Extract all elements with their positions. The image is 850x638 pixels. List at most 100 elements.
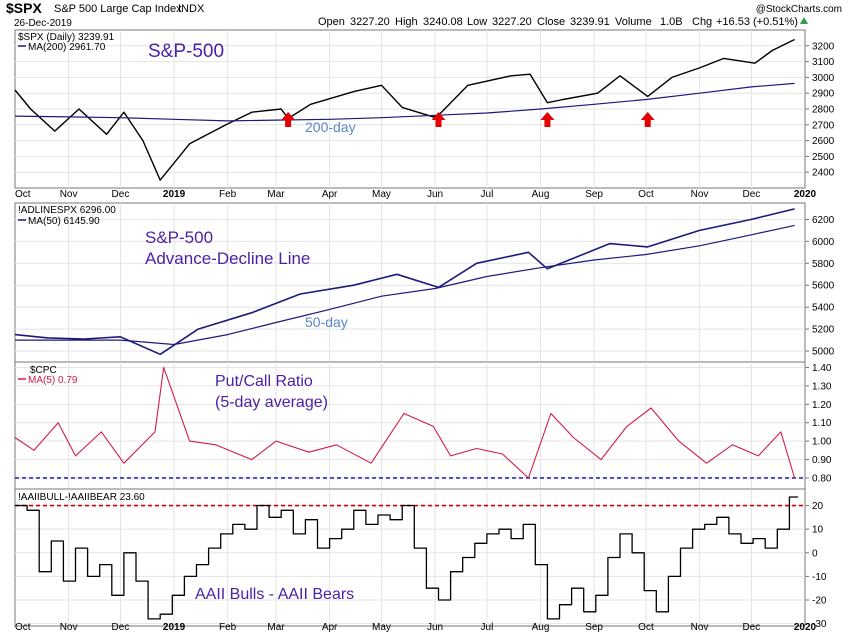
support-arrow-icon [540,112,555,127]
index-name-label: S&P 500 Large Cap Index [54,3,182,15]
y-tick-label: -10 [812,572,827,583]
x-tick-label: Nov [60,189,78,200]
series-line-adline-adline [14,208,795,356]
series-line-putcall-pc [14,366,796,479]
low-label: Low [467,16,487,28]
x-tick-label: Oct [15,622,31,633]
aaii-legend-line: !AAIIBULL-!AAIIBEAR 23.60 [18,492,145,503]
y-tick-label: 5200 [812,325,835,336]
x-tick-label: Sep [585,189,603,200]
series-line-adline-ma [15,224,795,346]
x-tick-label: May [372,189,391,200]
low-value: 3227.20 [492,16,532,28]
series-line-price-price [14,38,795,181]
aaii-legend: !AAIIBULL-!AAIIBEAR 23.60 [18,492,145,503]
support-arrow-icon [431,112,446,127]
price-legend: $SPX (Daily) 3239.91 MA(200) 2961.70 [18,32,115,53]
x-tick-label: Nov [60,622,78,633]
panel-frame-aaii [14,488,806,627]
chart-header: $SPX S&P 500 Large Cap Index INDX 26-Dec… [6,0,842,29]
open-label: Open [318,16,345,28]
x-tick-label: Nov [691,189,709,200]
series-line-price-ma [14,82,795,122]
x-tick-label: Jun [427,189,443,200]
x-tick-label: Aug [532,189,550,200]
x-tick-label: Oct [638,189,654,200]
x-tick-label: 2019 [163,189,186,200]
adline-annotation-subtitle: Advance-Decline Line [145,249,310,268]
putcall-legend-cpc: $CPC [30,365,57,376]
y-tick-label: 3000 [812,73,835,84]
close-value: 3239.91 [570,16,610,28]
y-tick-label: 0 [812,548,818,559]
y-tick-label: 6200 [812,215,835,226]
x-tick-label: Jul [481,622,494,633]
y-tick-label: 1.40 [812,363,832,374]
aaii-annotation: AAII Bulls - AAII Bears [195,586,354,603]
sp500-annotation: S&P-500 [148,41,224,62]
close-label: Close [537,16,565,28]
y-tick-label: 5400 [812,303,835,314]
open-value: 3227.20 [350,16,390,28]
y-tick-label: 2800 [812,105,835,116]
y-tick-label: 1.10 [812,418,832,429]
putcall-annotation-subtitle: (5-day average) [215,394,328,411]
x-tick-label: Oct [638,622,654,633]
series-line-aaii-aaii [15,496,799,620]
y-tick-label: 1.30 [812,381,832,392]
x-tick-label: Mar [267,622,285,633]
y-tick-label: -20 [812,596,827,607]
y-tick-label: 2600 [812,136,835,147]
y-tick-label: 20 [812,501,824,512]
y-tick-label: 2500 [812,152,835,163]
price-legend-ma: MA(200) 2961.70 [28,42,106,53]
y-tick-label: 3200 [812,41,835,52]
y-tick-label: 5000 [812,347,835,358]
change-label: Chg [692,16,712,28]
x-tick-label: Dec [112,622,130,633]
x-tick-label: Dec [743,189,761,200]
y-tick-label: 2700 [812,120,835,131]
y-tick-label: 1.00 [812,437,832,448]
x-tick-label: 2020 [794,189,817,200]
y-tick-label: 5800 [812,259,835,270]
x-tick-label: May [372,622,391,633]
adline-legend-ma: MA(50) 6145.90 [28,216,100,227]
x-tick-label: Nov [691,622,709,633]
x-tick-label: Aug [532,622,550,633]
x-tick-label: Jul [481,189,494,200]
y-tick-label: 0.90 [812,455,832,466]
y-tick-label: 2400 [812,168,835,179]
ma50-annotation: 50-day [305,314,348,330]
y-tick-label: -30 [812,619,827,630]
x-tick-label: Feb [219,189,237,200]
high-value: 3240.08 [423,16,463,28]
x-tick-label: 2019 [163,622,186,633]
up-triangle-icon [800,17,808,24]
symbol-label: $SPX [6,0,42,16]
y-tick-label: 10 [812,525,824,536]
x-tick-label: 2020 [794,622,817,633]
x-tick-label: Jun [427,622,443,633]
brand-label: @StockCharts.com [756,4,842,15]
chart-date-label: 26-Dec-2019 [14,18,72,29]
volume-label: Volume [615,16,652,28]
y-tick-label: 1.20 [812,400,832,411]
y-tick-label: 0.80 [812,473,832,484]
x-tick-label: Mar [267,189,285,200]
adline-legend: !ADLINESPX 6296.00 MA(50) 6145.90 [18,205,116,227]
x-tick-label: Dec [112,189,130,200]
putcall-legend: $CPC MA(5) 0.79 [18,365,78,386]
x-tick-label: Dec [743,622,761,633]
putcall-legend-ma: MA(5) 0.79 [28,375,78,386]
price-legend-price: $SPX (Daily) 3239.91 [18,32,115,43]
x-tick-label: Feb [219,622,237,633]
high-label: High [395,16,418,28]
x-tick-label: Oct [15,189,31,200]
x-tick-label: Apr [322,622,338,633]
support-arrow-icon [640,112,655,127]
y-tick-label: 6000 [812,237,835,248]
exchange-label: INDX [178,3,205,15]
ma200-annotation: 200-day [305,119,356,135]
